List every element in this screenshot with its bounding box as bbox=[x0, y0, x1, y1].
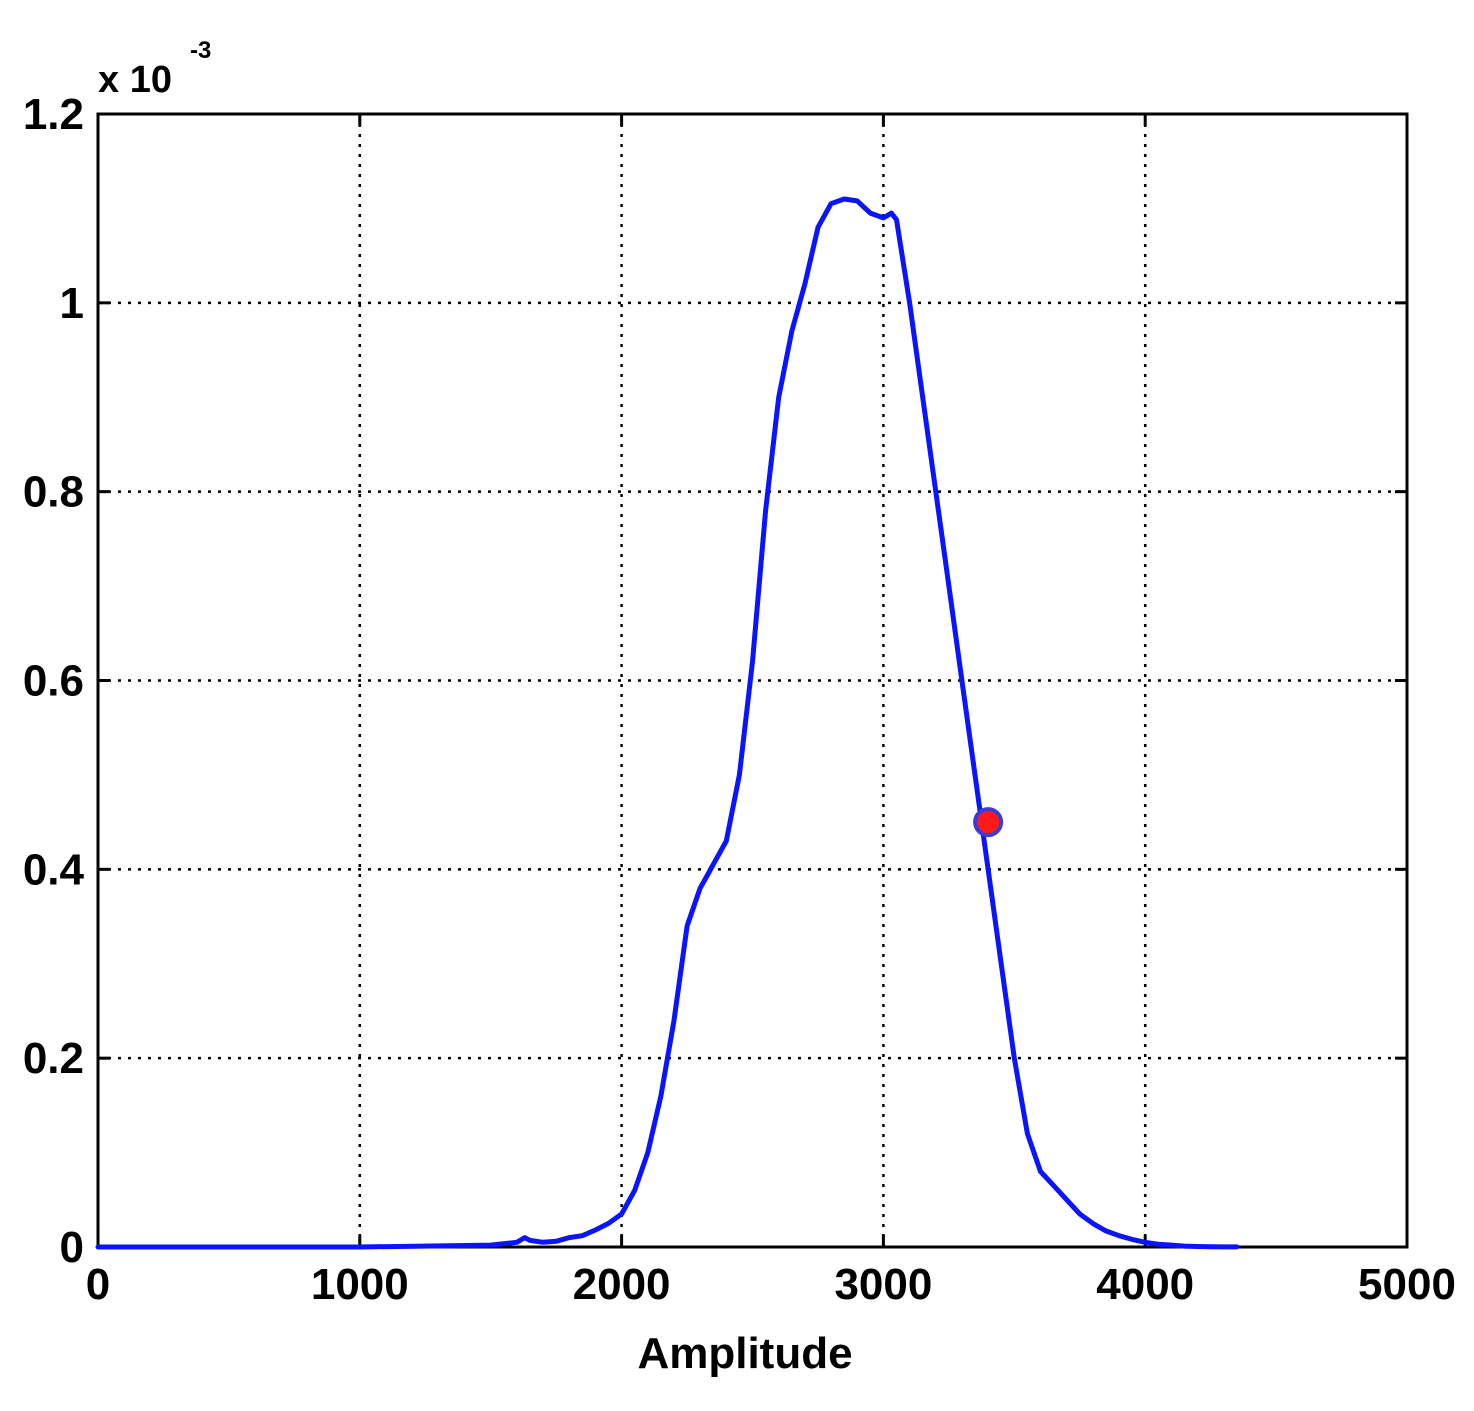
x-tick-label: 3000 bbox=[834, 1260, 932, 1309]
highlight-marker-point bbox=[973, 807, 1004, 838]
y-axis-multiplier: x 10 bbox=[98, 59, 172, 101]
y-tick-label: 1.2 bbox=[23, 90, 84, 139]
series-line-density bbox=[95, 196, 1240, 1250]
y-tick-label: 0.6 bbox=[23, 657, 84, 706]
y-tick-label: 0.2 bbox=[23, 1034, 84, 1083]
x-tick-labels: 0 1000 2000 3000 4000 5000 bbox=[86, 1260, 1456, 1309]
y-tick-label: 0 bbox=[60, 1223, 84, 1272]
y-tick-label: 0.4 bbox=[23, 845, 85, 894]
x-tick-label: 2000 bbox=[573, 1260, 671, 1309]
y-tick-label: 0.8 bbox=[23, 468, 84, 517]
y-axis-multiplier-exponent: -3 bbox=[190, 37, 211, 64]
grid-lines bbox=[98, 114, 1407, 1247]
y-tick-label: 1 bbox=[60, 279, 84, 328]
x-tick-label: 5000 bbox=[1358, 1260, 1456, 1309]
x-tick-label: 0 bbox=[86, 1260, 110, 1309]
x-axis-label: Amplitude bbox=[637, 1329, 852, 1378]
x-tick-label: 1000 bbox=[311, 1260, 409, 1309]
x-tick-label: 4000 bbox=[1096, 1260, 1194, 1309]
y-tick-labels: 0 0.2 0.4 0.6 0.8 1 1.2 bbox=[23, 90, 85, 1272]
